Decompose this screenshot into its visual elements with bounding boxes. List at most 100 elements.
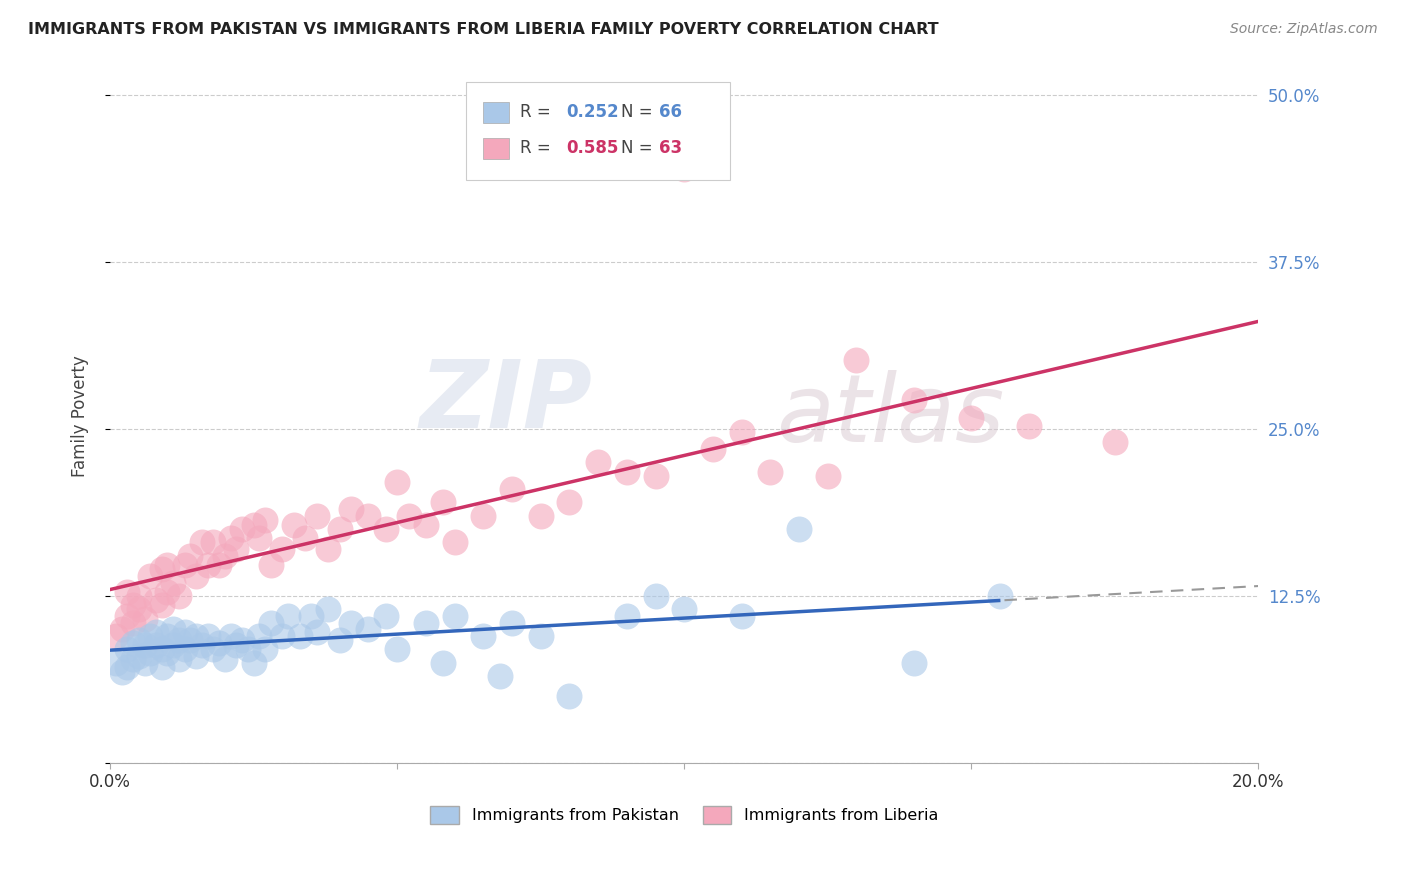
Point: [702, 442, 724, 456]
Point: [443, 535, 465, 549]
Point: [1018, 419, 1040, 434]
Text: 63: 63: [659, 139, 682, 157]
Point: [316, 542, 339, 557]
Point: [305, 624, 328, 639]
Point: [156, 629, 179, 643]
Point: [208, 635, 231, 649]
Point: [145, 624, 167, 639]
Text: N =: N =: [621, 139, 658, 157]
Point: [385, 475, 408, 490]
Point: [616, 465, 638, 479]
Point: [186, 648, 208, 663]
Point: [489, 669, 512, 683]
Legend: Immigrants from Pakistan, Immigrants from Liberia: Immigrants from Pakistan, Immigrants fro…: [430, 805, 938, 824]
Point: [644, 468, 666, 483]
Point: [150, 659, 173, 673]
Text: 0.585: 0.585: [567, 139, 619, 157]
Point: [179, 632, 201, 647]
Point: [236, 642, 259, 657]
Point: [329, 632, 352, 647]
Point: [191, 535, 214, 549]
Point: [167, 632, 190, 647]
Point: [173, 642, 195, 657]
Point: [150, 642, 173, 657]
FancyBboxPatch shape: [465, 82, 730, 179]
Text: 0.252: 0.252: [567, 103, 619, 121]
Point: [254, 513, 277, 527]
Point: [197, 558, 219, 573]
Point: [305, 508, 328, 523]
Point: [501, 615, 523, 630]
Point: [472, 629, 495, 643]
Point: [340, 502, 363, 516]
Point: [162, 575, 184, 590]
Point: [260, 558, 283, 573]
Text: R =: R =: [520, 103, 555, 121]
Point: [242, 656, 264, 670]
Point: [156, 558, 179, 573]
Point: [432, 656, 454, 670]
Point: [128, 602, 150, 616]
Text: 66: 66: [659, 103, 682, 121]
Point: [231, 522, 253, 536]
Point: [122, 635, 145, 649]
FancyBboxPatch shape: [484, 102, 509, 123]
Point: [110, 622, 132, 636]
Point: [960, 411, 983, 425]
Point: [186, 629, 208, 643]
Point: [219, 532, 242, 546]
Point: [139, 629, 162, 643]
Point: [817, 468, 839, 483]
Point: [644, 589, 666, 603]
Point: [191, 638, 214, 652]
Point: [673, 161, 696, 176]
Point: [117, 642, 139, 657]
Point: [271, 629, 294, 643]
Point: [202, 642, 225, 657]
Y-axis label: Family Poverty: Family Poverty: [72, 355, 89, 476]
Point: [329, 522, 352, 536]
Point: [1104, 435, 1126, 450]
Point: [104, 629, 127, 643]
Point: [299, 608, 322, 623]
Point: [277, 608, 299, 623]
Point: [117, 659, 139, 673]
Point: [558, 689, 581, 703]
Point: [283, 518, 305, 533]
Point: [415, 518, 437, 533]
Point: [167, 651, 190, 665]
Point: [122, 615, 145, 630]
Point: [117, 585, 139, 599]
Point: [730, 425, 752, 439]
Point: [162, 622, 184, 636]
Point: [316, 602, 339, 616]
Point: [162, 638, 184, 652]
Point: [128, 589, 150, 603]
Point: [145, 638, 167, 652]
Point: [501, 482, 523, 496]
Point: [616, 608, 638, 623]
Point: [558, 495, 581, 509]
Point: [730, 608, 752, 623]
Point: [173, 624, 195, 639]
Point: [432, 495, 454, 509]
Point: [214, 651, 236, 665]
Point: [845, 352, 868, 367]
Point: [374, 522, 396, 536]
Point: [179, 549, 201, 563]
Point: [586, 455, 609, 469]
Point: [530, 508, 553, 523]
Point: [374, 608, 396, 623]
Point: [787, 522, 810, 536]
Point: [443, 608, 465, 623]
Point: [150, 562, 173, 576]
Point: [759, 465, 782, 479]
Point: [398, 508, 420, 523]
Point: [225, 638, 247, 652]
Point: [145, 593, 167, 607]
Point: [988, 589, 1011, 603]
Text: atlas: atlas: [776, 370, 1004, 461]
Point: [134, 638, 156, 652]
Text: IMMIGRANTS FROM PAKISTAN VS IMMIGRANTS FROM LIBERIA FAMILY POVERTY CORRELATION C: IMMIGRANTS FROM PAKISTAN VS IMMIGRANTS F…: [28, 22, 939, 37]
Point: [415, 615, 437, 630]
